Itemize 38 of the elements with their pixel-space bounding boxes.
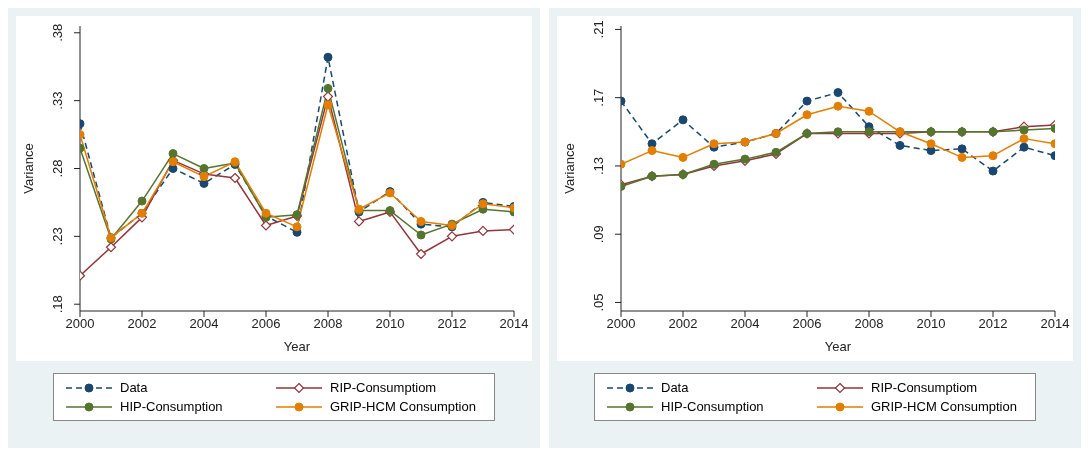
x-tick-label: 2006 <box>792 316 822 332</box>
x-tick-label: 2004 <box>189 316 219 332</box>
x-tick-label: 2008 <box>313 316 343 332</box>
y-tick-label: .13 <box>591 156 606 175</box>
y-tick-label: .38 <box>50 23 65 42</box>
legend-label: Data <box>120 380 148 395</box>
legend-label: HIP-Consumption <box>661 399 764 414</box>
y-tick-label: .33 <box>50 91 65 110</box>
x-axis-title: Year <box>824 339 852 354</box>
y-tick-label: .23 <box>50 227 65 246</box>
x-tick-label: 2002 <box>127 316 157 332</box>
x-tick-label: 2012 <box>437 316 467 332</box>
legend-label: GRIP-HCM Consumption <box>330 399 476 414</box>
x-tick-label: 2002 <box>668 316 698 332</box>
legend-label: Data <box>661 380 689 395</box>
y-tick-label: .17 <box>591 88 606 107</box>
x-tick-label: 2004 <box>730 316 760 332</box>
x-tick-label: 2014 <box>1040 316 1070 332</box>
y-tick-label: .21 <box>591 20 606 39</box>
x-tick-label: 2010 <box>375 316 405 332</box>
y-axis-title: Variance <box>20 143 36 194</box>
y-axis-title: Variance <box>561 143 577 194</box>
x-tick-label: 2012 <box>978 316 1008 332</box>
y-tick-label: .18 <box>50 295 65 314</box>
y-tick-label: .05 <box>591 293 606 312</box>
legend-label: HIP-Consumption <box>120 399 223 414</box>
x-axis-title: Year <box>283 339 311 354</box>
y-tick-label: .28 <box>50 159 65 178</box>
y-tick-label: .09 <box>591 225 606 244</box>
legend-label: RIP-Consumptiom <box>330 380 437 395</box>
x-tick-label: 2000 <box>606 316 636 332</box>
x-tick-label: 2008 <box>854 316 884 332</box>
x-tick-label: 2010 <box>916 316 946 332</box>
legend-label: GRIP-HCM Consumption <box>871 399 1017 414</box>
x-tick-label: 2014 <box>499 316 529 332</box>
x-tick-label: 2000 <box>65 316 95 332</box>
x-tick-label: 2006 <box>251 316 281 332</box>
legend-label: RIP-Consumptiom <box>871 380 978 395</box>
